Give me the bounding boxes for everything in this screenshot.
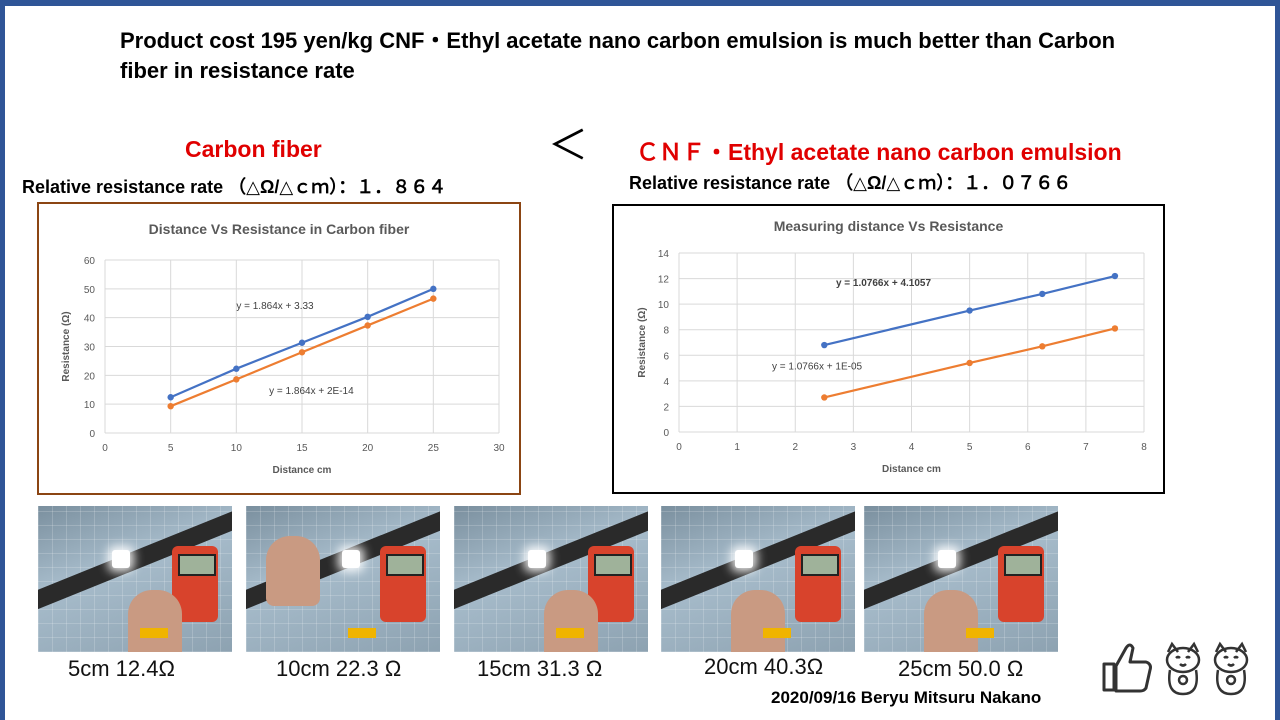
data-point-1-1 [966,359,973,367]
trendline-equation-1: y = 1.0766x + 1E-05 [772,361,863,372]
data-point-0-2 [298,339,306,346]
x-tick-label: 7 [1083,442,1089,453]
x-tick-label: 5 [967,442,973,453]
data-point-0-4 [430,285,437,293]
data-point-0-3 [364,313,371,321]
y-tick-label: 6 [663,351,669,362]
x-tick-label: 20 [362,443,374,454]
caption-20cm: 20cm 40.3Ω [704,654,824,679]
x-tick-label: 5 [168,443,174,454]
cnf-emulsion-heading: ＣＮＦ・Ethyl acetate nano carbon emulsion [636,139,1122,165]
slide-title: Product cost 195 yen/kg CNF・Ethyl acetat… [120,28,1116,83]
caption-15cm: 15cm 31.3 Ω [477,656,603,681]
x-tick-label: 3 [851,442,857,453]
data-point-0-0 [167,394,174,401]
icon-group [1100,640,1250,701]
x-tick-label: 0 [102,443,108,454]
data-point-0-1 [966,307,973,314]
photo-5cm [38,506,232,652]
data-point-0-0 [821,341,828,349]
left-border [0,0,5,720]
x-tick-label: 10 [231,443,243,454]
y-tick-label: 0 [663,428,669,439]
data-point-1-2 [1039,343,1046,350]
x-tick-label: 8 [1141,442,1147,453]
trendline-equation-0: y = 1.0766x + 4.1057 [836,278,932,289]
chart-title: Measuring distance Vs Resistance [774,218,1004,234]
y-tick-label: 10 [658,300,670,311]
x-tick-label: 0 [676,442,682,453]
x-axis-label: Distance cm [273,465,332,476]
y-tick-label: 2 [663,402,669,413]
caption-25cm: 25cm 50.0 Ω [898,656,1024,681]
trendline-equation-1: y = 1.864x + 2E-14 [269,386,354,397]
x-tick-label: 30 [493,443,505,454]
data-point-1-0 [821,394,828,401]
series-line-1 [824,327,1116,399]
chart-frame [37,202,521,495]
x-tick-label: 1 [734,442,740,453]
data-point-0-2 [1039,290,1046,298]
chart-carbon-fiber-svg: 0 5 10 15 20 25 30 0 10 20 30 40 50 60 Distance Vs Res… [37,202,521,495]
less-than-symbol: ＜ [548,124,588,168]
data-point-1-0 [167,402,174,410]
data-point-1-4 [430,295,437,302]
data-point-0-3 [1111,272,1119,280]
x-tick-label: 6 [1025,442,1031,453]
y-tick-label: 8 [663,326,669,337]
x-tick-label: 25 [428,443,440,454]
y-tick-label: 50 [84,285,96,296]
y-tick-label: 30 [84,343,96,354]
y-tick-label: 40 [84,314,96,325]
trendline-equation-0: y = 1.864x + 3.33 [236,301,314,312]
photo-10cm [246,506,440,652]
carbon-fiber-rate: Relative resistance rate （△Ω/△ｃｍ）：１．８６４ [22,177,447,197]
data-point-1-3 [1111,325,1119,332]
series-line-0 [824,274,1116,347]
cnf-emulsion-rate: Relative resistance rate （△Ω/△ｃｍ）：１．０７６６ [629,173,1072,193]
author-signature: 2020/09/16 Beryu Mitsuru Nakano [771,688,1042,707]
caption-10cm: 10cm 22.3 Ω [276,656,402,681]
y-tick-label: 4 [663,377,669,388]
y-axis-label: Resistance (Ω) [637,307,648,377]
data-point-1-1 [233,376,240,383]
y-tick-label: 10 [84,400,96,411]
chart-frame [612,204,1165,494]
caption-5cm: 5cm 12.4Ω [68,656,175,681]
chart-title: Distance Vs Resistance in Carbon fiber [149,221,410,237]
carbon-fiber-heading: Carbon fiber [185,136,322,162]
photo-20cm [661,506,855,652]
data-point-0-1 [233,365,240,372]
y-tick-label: 14 [658,249,670,260]
photo-25cm [864,506,1058,652]
chart-carbon-fiber: 0 5 10 15 20 25 30 0 10 20 30 40 50 60 Distance Vs Res… [37,202,521,495]
top-border [0,0,1280,6]
lucky-cat-icon [1165,641,1201,696]
y-tick-label: 20 [84,371,96,382]
x-tick-label: 4 [909,442,915,453]
x-tick-label: 15 [296,443,308,454]
y-tick-label: 12 [658,275,670,286]
chart-cnf-emulsion: 0 1 2 3 4 5 6 7 8 0 2 4 6 8 10 12 14 Measuring distance V… [612,204,1165,494]
y-tick-label: 60 [84,256,96,267]
x-tick-label: 2 [792,442,798,453]
photo-15cm [454,506,648,652]
thumbs-up-icon [1102,643,1152,693]
right-border [1275,0,1280,720]
data-point-1-3 [364,322,371,329]
data-point-1-2 [298,349,306,356]
y-axis-label: Resistance (Ω) [61,311,72,381]
lucky-cat-icon [1213,641,1249,696]
y-tick-label: 0 [89,429,95,440]
x-axis-label: Distance cm [882,464,941,475]
